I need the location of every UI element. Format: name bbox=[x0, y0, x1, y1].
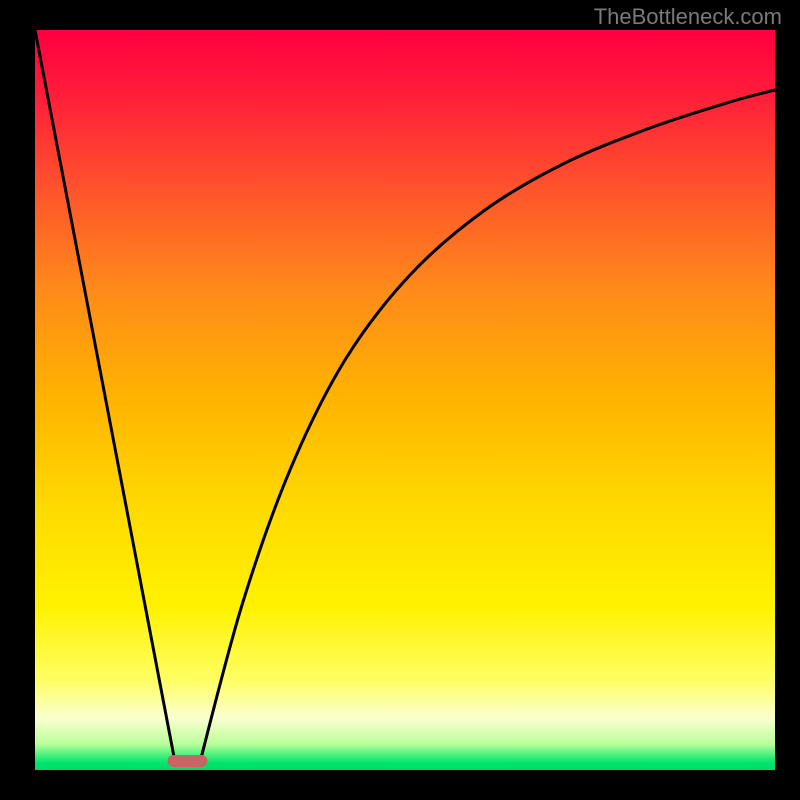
bottleneck-chart bbox=[0, 0, 800, 800]
watermark-text: TheBottleneck.com bbox=[594, 4, 782, 30]
optimum-marker bbox=[168, 755, 208, 767]
chart-container: TheBottleneck.com bbox=[0, 0, 800, 800]
plot-background bbox=[35, 30, 775, 770]
